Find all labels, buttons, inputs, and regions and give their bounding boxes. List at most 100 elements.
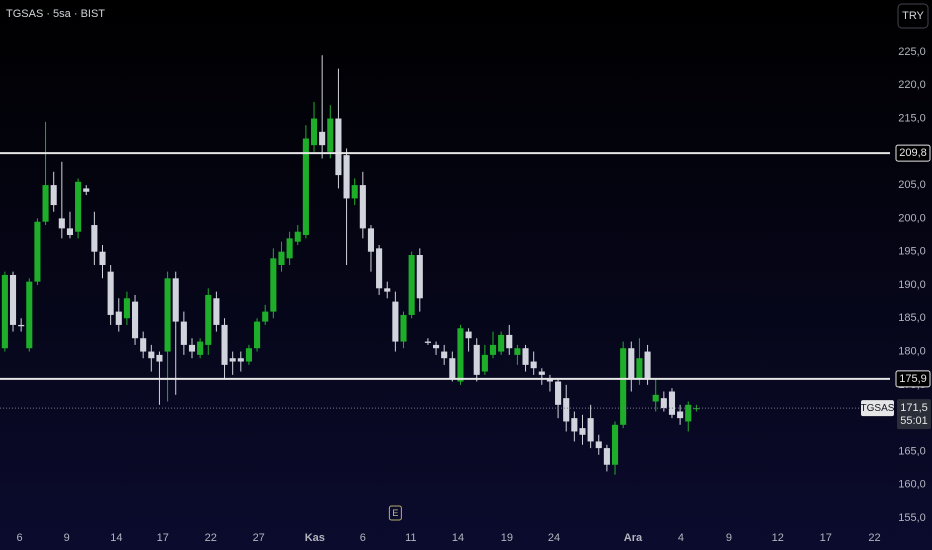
symbol-box [861, 400, 894, 417]
y-tick-label: 220,0 [898, 79, 926, 91]
candle-body [652, 394, 659, 402]
candle-body [473, 344, 480, 375]
x-tick-label: 22 [205, 532, 217, 544]
candle-body [107, 271, 114, 315]
candle-body [237, 358, 244, 362]
candle-body [123, 298, 130, 319]
candle-body [571, 418, 578, 432]
candle-body [343, 155, 350, 199]
candle-body [367, 228, 375, 252]
candle-body [587, 418, 594, 442]
candle-body [677, 411, 684, 419]
candle-body [522, 348, 529, 365]
candle-body [514, 348, 521, 355]
candle-body [416, 255, 423, 299]
y-tick-label: 155,0 [898, 512, 926, 524]
candle-body [180, 321, 187, 345]
candle-body [164, 278, 171, 352]
candle-body [294, 231, 301, 242]
candle-body [221, 324, 228, 365]
level-label-box [895, 370, 931, 388]
x-tick-label: 11 [405, 532, 416, 544]
level-label: 175,9 [899, 373, 927, 385]
x-tick-label: 14 [110, 532, 122, 544]
candle-body [99, 251, 106, 265]
currency-button[interactable] [897, 3, 929, 29]
candle-body [254, 321, 261, 349]
candle-body [644, 351, 651, 379]
last-price-box [897, 399, 931, 430]
candle-body [9, 274, 17, 325]
candle-body [131, 301, 139, 339]
candle-body [359, 185, 366, 229]
candle-body [83, 188, 90, 192]
x-tick-label: 9 [726, 532, 732, 544]
candle-body [245, 348, 252, 362]
candle-body [660, 398, 667, 409]
candle-body [628, 348, 635, 379]
level-label-box [895, 144, 931, 162]
x-tick-label: 12 [772, 532, 784, 544]
x-tick-label: Kas [305, 532, 325, 544]
candle-body [156, 354, 163, 362]
candle-body [611, 424, 619, 465]
x-tick-label: 27 [253, 532, 265, 544]
candle-body [270, 258, 277, 312]
candle-body [278, 251, 285, 265]
level-label: 209,8 [899, 147, 927, 159]
candle-body [449, 358, 456, 379]
x-tick-label: 9 [64, 532, 70, 544]
candle-body [302, 138, 309, 236]
candle-body [563, 398, 570, 422]
candle-body [115, 311, 122, 325]
candle-body [319, 131, 326, 146]
last-price-label: 171,5 [900, 402, 928, 414]
y-tick-label: 195,0 [898, 246, 926, 258]
candle-body [34, 221, 41, 282]
x-tick-label: 17 [157, 532, 169, 544]
candle-body [205, 294, 212, 345]
y-tick-label: 200,0 [898, 212, 926, 224]
candle-body [424, 341, 431, 343]
candle-body [229, 358, 236, 362]
y-tick-label: 180,0 [898, 345, 926, 357]
x-tick-label: 14 [452, 532, 464, 544]
candle-body [1, 274, 8, 349]
candle-body [392, 301, 399, 342]
candle-body [384, 288, 391, 292]
x-tick-label: 24 [548, 532, 560, 544]
candle-body [18, 324, 25, 327]
y-tick-label: 160,0 [898, 479, 926, 491]
event-marker [388, 505, 402, 521]
candle-body [148, 351, 155, 359]
y-tick-label: 185,0 [898, 312, 926, 324]
currency-label[interactable]: TRY [902, 10, 924, 22]
x-tick-label: 17 [820, 532, 832, 544]
x-tick-label: 6 [16, 532, 22, 544]
y-tick-label: 215,0 [898, 112, 926, 124]
candle-body [327, 118, 334, 152]
candle-body [433, 344, 440, 349]
candle-body [26, 281, 33, 349]
candle-body [465, 331, 472, 339]
candle-body [685, 404, 692, 422]
candle-body [197, 341, 204, 355]
x-tick-label: 4 [678, 532, 684, 544]
candle-body [603, 448, 610, 465]
candle-body [489, 344, 497, 355]
chart-title: TGSAS · 5sa · BIST [6, 8, 105, 20]
candle-body [213, 298, 220, 325]
y-tick-label: 165,0 [898, 445, 926, 457]
candle-body [636, 358, 643, 379]
candle-body [335, 118, 342, 176]
candle-body [457, 328, 464, 382]
candle-body [376, 248, 383, 289]
candle-body [310, 118, 318, 146]
candle-body [530, 361, 537, 369]
y-tick-label: 190,0 [898, 279, 926, 291]
x-tick-label: 19 [501, 532, 513, 544]
y-tick-label: 205,0 [898, 179, 926, 191]
candle-body [172, 278, 179, 322]
candle-body [620, 348, 627, 425]
